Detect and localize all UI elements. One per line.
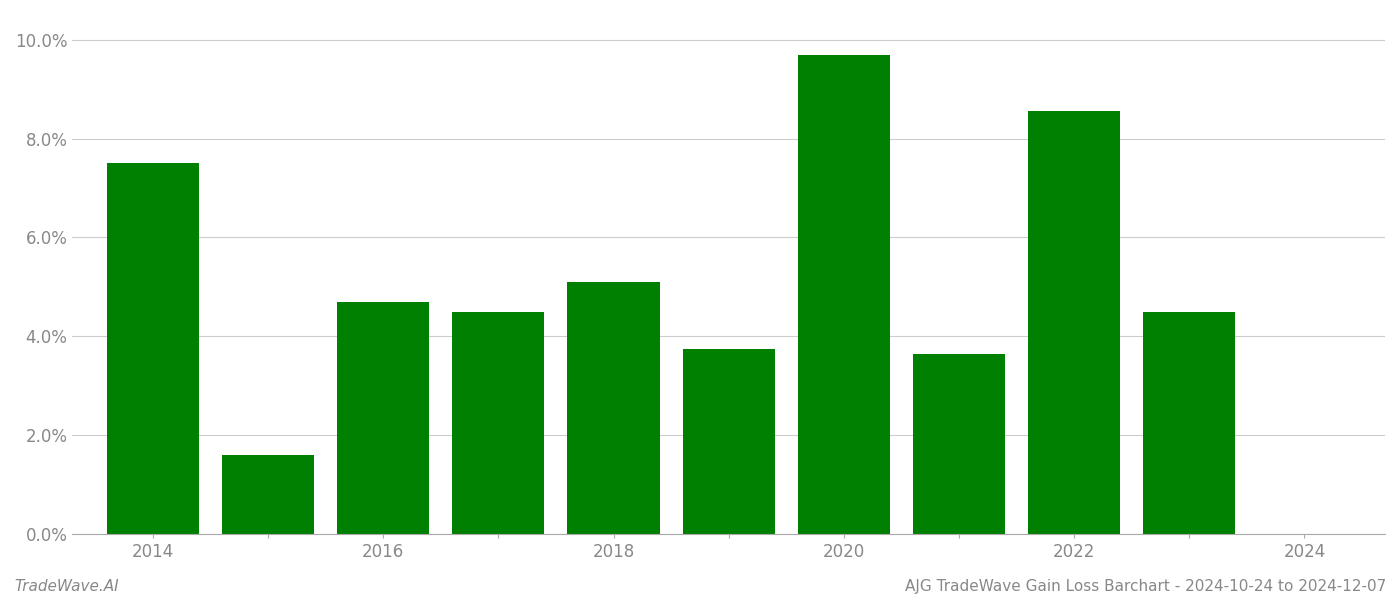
Text: TradeWave.AI: TradeWave.AI bbox=[14, 579, 119, 594]
Bar bbox=[683, 349, 774, 534]
Bar bbox=[106, 163, 199, 534]
Bar bbox=[337, 302, 430, 534]
Bar bbox=[913, 353, 1005, 534]
Bar bbox=[223, 455, 314, 534]
Bar bbox=[798, 55, 890, 534]
Bar bbox=[452, 311, 545, 534]
Bar bbox=[567, 282, 659, 534]
Bar bbox=[1144, 311, 1235, 534]
Text: AJG TradeWave Gain Loss Barchart - 2024-10-24 to 2024-12-07: AJG TradeWave Gain Loss Barchart - 2024-… bbox=[904, 579, 1386, 594]
Bar bbox=[1028, 112, 1120, 534]
